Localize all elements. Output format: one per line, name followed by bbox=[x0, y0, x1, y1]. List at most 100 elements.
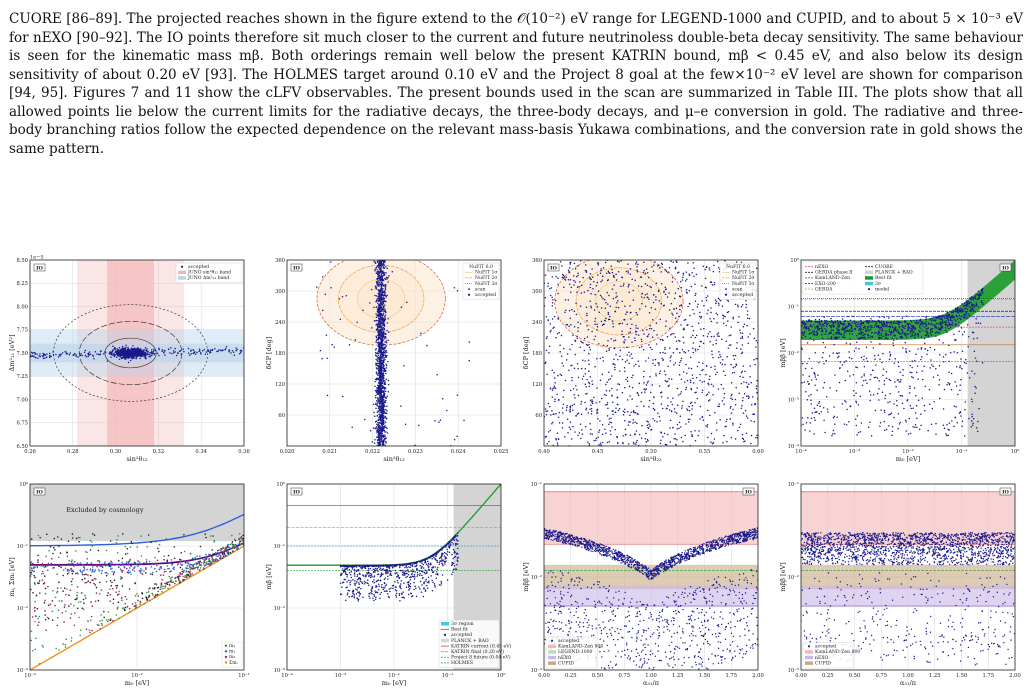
accepted-point bbox=[218, 349, 220, 351]
accepted-point bbox=[635, 330, 637, 332]
accepted-point bbox=[380, 376, 382, 378]
model-point bbox=[802, 374, 804, 376]
accepted-point bbox=[112, 345, 114, 347]
accepted-point bbox=[46, 353, 48, 355]
accepted-point bbox=[385, 355, 387, 357]
accepted-point bbox=[124, 350, 126, 352]
accepted-point bbox=[625, 434, 627, 436]
accepted-point bbox=[589, 278, 591, 280]
model-point bbox=[879, 358, 881, 360]
p2-x-tick-label: 0.023 bbox=[408, 449, 423, 455]
model-point bbox=[893, 334, 895, 336]
accepted-point bbox=[385, 412, 387, 414]
accepted-point bbox=[591, 268, 593, 270]
accepted-point bbox=[596, 438, 598, 440]
p1-x-tick-label: 0.30 bbox=[110, 449, 122, 455]
model-point bbox=[886, 429, 888, 431]
model-point bbox=[843, 334, 845, 336]
accepted-point bbox=[732, 317, 734, 319]
accepted-point bbox=[559, 351, 561, 353]
accepted-point bbox=[653, 397, 655, 399]
accepted-point bbox=[619, 323, 621, 325]
model-point bbox=[965, 301, 967, 303]
accepted-point bbox=[386, 278, 388, 280]
accepted-point bbox=[87, 356, 89, 358]
accepted-point bbox=[670, 420, 672, 422]
accepted-point bbox=[382, 288, 384, 290]
accepted-point bbox=[591, 413, 593, 415]
p2-legend-title: NuFIT 6.0 bbox=[469, 264, 493, 270]
accepted-point bbox=[571, 377, 573, 379]
accepted-point bbox=[379, 364, 381, 366]
accepted-point bbox=[554, 316, 556, 318]
model-point bbox=[972, 306, 974, 308]
accepted-point bbox=[546, 414, 548, 416]
accepted-point bbox=[586, 272, 588, 274]
accepted-point bbox=[122, 347, 124, 349]
accepted-point bbox=[562, 427, 564, 429]
p1-x-tick-label: 0.34 bbox=[195, 449, 207, 455]
accepted-point bbox=[652, 319, 654, 321]
accepted-point bbox=[656, 343, 658, 345]
accepted-point bbox=[380, 334, 382, 336]
accepted-point bbox=[668, 386, 670, 388]
accepted-point bbox=[649, 425, 651, 427]
accepted-point bbox=[377, 374, 379, 376]
model-point bbox=[810, 321, 812, 323]
accepted-point bbox=[383, 323, 385, 325]
model-point bbox=[972, 309, 974, 311]
accepted-point bbox=[677, 388, 679, 390]
model-point bbox=[874, 355, 876, 357]
model-point bbox=[896, 338, 898, 340]
accepted-point bbox=[378, 348, 380, 350]
accepted-point bbox=[662, 340, 664, 342]
accepted-point bbox=[744, 393, 746, 395]
accepted-point bbox=[88, 352, 90, 354]
model-point bbox=[840, 361, 842, 363]
accepted-point bbox=[626, 347, 628, 349]
accepted-point bbox=[724, 375, 726, 377]
p1-y-tick-label: 6.50 bbox=[16, 444, 28, 450]
p1-plot-area bbox=[30, 260, 245, 446]
accepted-point bbox=[709, 415, 711, 417]
p2-x-tick-label: 0.021 bbox=[322, 449, 337, 455]
accepted-point bbox=[706, 287, 708, 289]
accepted-point bbox=[375, 301, 377, 303]
accepted-point bbox=[636, 430, 638, 432]
accepted-point bbox=[590, 273, 592, 275]
model-point bbox=[919, 429, 921, 431]
accepted-point bbox=[742, 304, 744, 306]
model-point bbox=[907, 399, 909, 401]
accepted-point bbox=[672, 398, 674, 400]
model-point bbox=[971, 413, 973, 415]
accepted-point bbox=[639, 434, 641, 436]
accepted-point bbox=[705, 297, 707, 299]
accepted-point bbox=[608, 348, 610, 350]
accepted-point bbox=[590, 433, 592, 435]
accepted-point bbox=[710, 367, 712, 369]
model-point bbox=[972, 401, 974, 403]
accepted-point bbox=[679, 305, 681, 307]
accepted-point bbox=[664, 269, 666, 271]
accepted-point bbox=[662, 408, 664, 410]
accepted-point bbox=[384, 304, 386, 306]
accepted-point bbox=[382, 331, 384, 333]
accepted-point bbox=[379, 436, 381, 438]
accepted-point bbox=[380, 269, 382, 271]
accepted-point bbox=[548, 431, 550, 433]
accepted-point bbox=[748, 398, 750, 400]
accepted-point bbox=[667, 434, 669, 436]
accepted-point bbox=[630, 328, 632, 330]
accepted-point bbox=[375, 341, 377, 343]
model-point bbox=[866, 358, 868, 360]
accepted-point bbox=[588, 386, 590, 388]
accepted-point bbox=[646, 329, 648, 331]
accepted-point bbox=[598, 444, 600, 446]
accepted-point bbox=[630, 434, 632, 436]
accepted-point bbox=[563, 286, 565, 288]
model-point bbox=[834, 423, 836, 425]
accepted-point bbox=[590, 293, 592, 295]
accepted-point bbox=[386, 437, 388, 439]
accepted-point bbox=[665, 294, 667, 296]
accepted-point bbox=[681, 378, 683, 380]
